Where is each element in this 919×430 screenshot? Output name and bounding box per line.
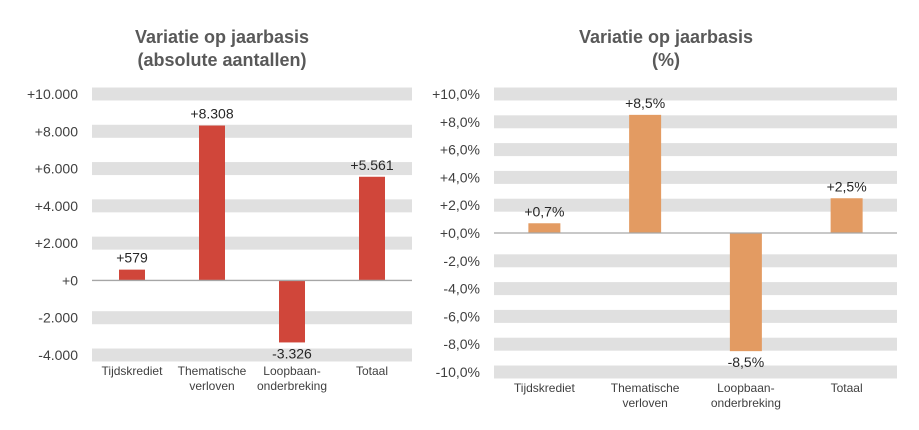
y-tick-label: +6,0% xyxy=(440,142,480,158)
grid-band xyxy=(92,236,412,250)
x-category-label: Thematische xyxy=(611,381,680,395)
grid-band xyxy=(494,115,897,129)
data-label: +579 xyxy=(116,250,148,266)
chart-title-line: Variatie op jaarbasis xyxy=(135,27,309,47)
grid-band xyxy=(494,282,897,296)
chart-title-line: Variatie op jaarbasis xyxy=(579,27,753,47)
y-tick-label: +0,0% xyxy=(440,225,480,241)
x-category-label: Totaal xyxy=(831,381,863,395)
chart-2: Variatie op jaarbasis (%) +10,0% +8,0% +6,0%… xyxy=(432,27,897,410)
grid-band xyxy=(494,170,897,184)
grid-band xyxy=(494,365,897,379)
bar xyxy=(279,280,305,343)
x-category-label: Totaal xyxy=(356,364,388,378)
y-tick-label: -2,0% xyxy=(443,253,480,269)
x-category-label: Thematische xyxy=(178,364,247,378)
y-tick-label: -8,0% xyxy=(443,336,480,352)
bar xyxy=(629,114,662,233)
y-tick-label: +4,0% xyxy=(440,169,480,185)
data-label: -3.326 xyxy=(272,345,312,361)
y-tick-label: +8,0% xyxy=(440,114,480,130)
data-label: +0,7% xyxy=(524,203,564,219)
grid-band xyxy=(494,87,897,101)
y-tick-label: -6,0% xyxy=(443,308,480,324)
data-label: -8,5% xyxy=(728,354,765,370)
grid-band xyxy=(494,337,897,351)
chart-title-line: (%) xyxy=(652,50,680,70)
grid-band xyxy=(92,162,412,176)
grid-band xyxy=(494,254,897,268)
grid-band xyxy=(92,311,412,325)
grid-band xyxy=(494,143,897,157)
grid-band xyxy=(494,198,897,212)
y-tick-label: +8.000 xyxy=(35,123,78,139)
bar xyxy=(119,269,145,281)
y-tick-label: -10,0% xyxy=(436,364,480,380)
x-category-label: Loopbaan- xyxy=(717,381,774,395)
y-tick-label: +10,0% xyxy=(432,86,480,102)
x-category-label: Tijdskrediet xyxy=(102,364,164,378)
grid-band xyxy=(92,348,412,362)
data-label: +2,5% xyxy=(827,178,867,194)
x-category-label: onderbreking xyxy=(257,379,327,393)
y-tick-label: -2.000 xyxy=(38,310,78,326)
bar xyxy=(830,198,863,233)
bar xyxy=(199,125,225,281)
y-tick-label: +6.000 xyxy=(35,161,78,177)
x-category-label: verloven xyxy=(189,379,234,393)
data-label: +8,5% xyxy=(625,95,665,111)
y-tick-label: +2,0% xyxy=(440,197,480,213)
grid-band xyxy=(494,309,897,323)
y-tick-label: +4.000 xyxy=(35,198,78,214)
x-category-label: onderbreking xyxy=(711,396,781,410)
y-tick-label: -4.000 xyxy=(38,347,78,363)
grid-band xyxy=(92,87,412,101)
chart-title-line: (absolute aantallen) xyxy=(137,50,306,70)
y-tick-label: +10.000 xyxy=(27,86,78,102)
bar xyxy=(359,176,385,281)
bar xyxy=(528,223,561,233)
data-label: +5.561 xyxy=(350,157,393,173)
y-tick-label: +2.000 xyxy=(35,235,78,251)
data-label: +8.308 xyxy=(190,106,233,122)
x-category-label: Loopbaan- xyxy=(263,364,320,378)
x-category-label: verloven xyxy=(622,396,667,410)
y-tick-label: -4,0% xyxy=(443,281,480,297)
grid-band xyxy=(92,124,412,138)
bar xyxy=(729,233,762,352)
y-tick-label: +0 xyxy=(62,272,78,288)
x-category-label: Tijdskrediet xyxy=(514,381,576,395)
grid-band xyxy=(92,199,412,213)
chart-1: Variatie op jaarbasis (absolute aantallen… xyxy=(27,27,412,393)
